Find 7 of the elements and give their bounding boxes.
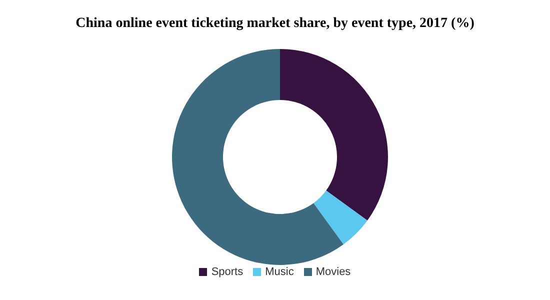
legend-label: Music [264, 266, 294, 278]
legend-label: Movies [314, 266, 351, 278]
donut-slice [314, 190, 368, 244]
legend-label: Sports [210, 266, 244, 278]
donut-slice [172, 49, 344, 265]
donut-slice [280, 49, 388, 220]
chart-title: China online event ticketing market share, by event type, 2017 (%) [74, 15, 476, 33]
